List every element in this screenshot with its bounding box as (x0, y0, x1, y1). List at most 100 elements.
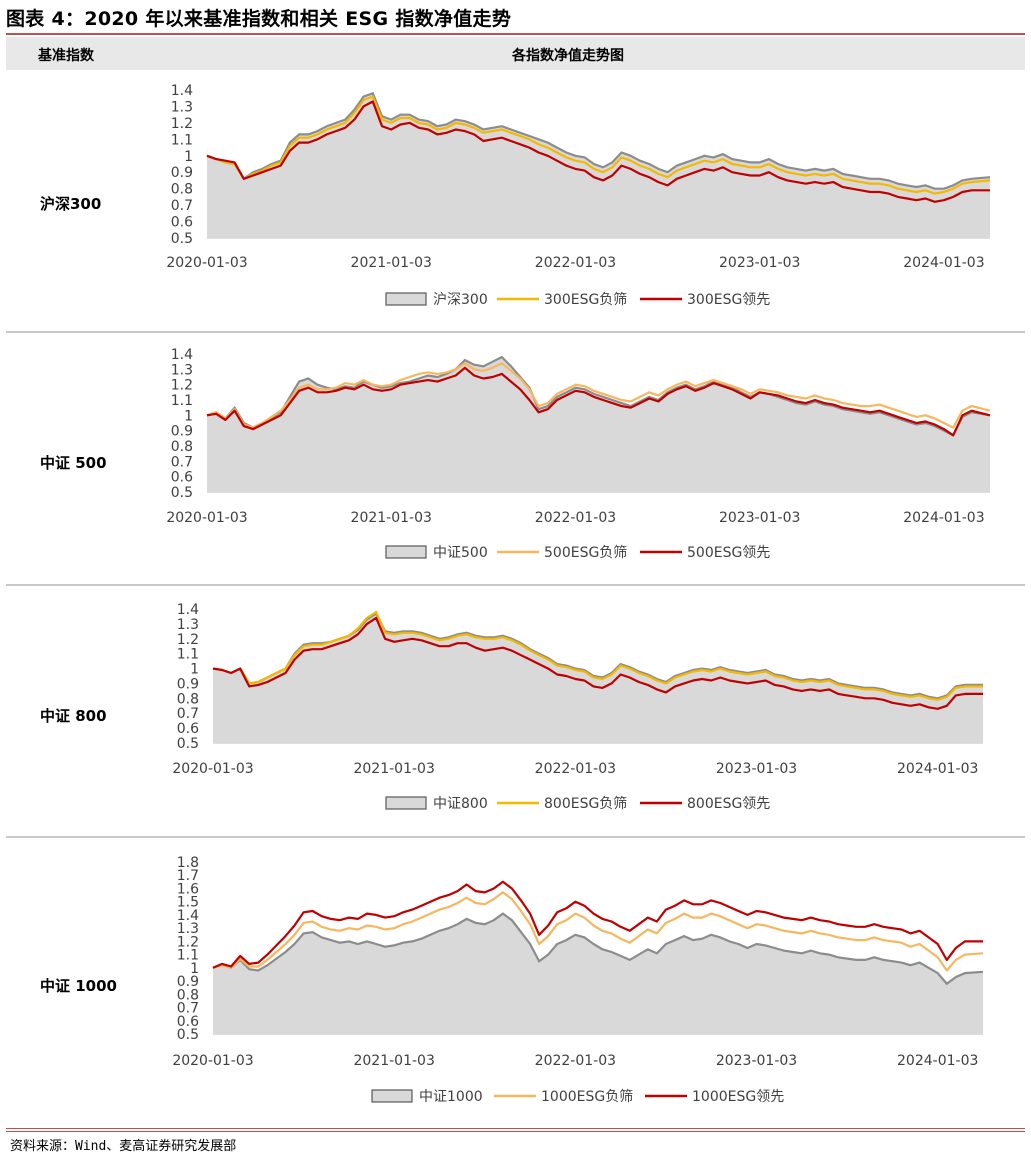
series-line-2 (212, 616, 983, 710)
y-tick-label: 0.8 (171, 182, 193, 198)
series-line-1 (212, 610, 983, 701)
legend-entry: 300ESG领先 (640, 292, 770, 308)
y-tick-label: 0.6 (171, 215, 193, 231)
y-tick-label: 1.2 (171, 116, 193, 132)
legend-swatch-area (385, 796, 427, 810)
y-tick-label: 1.2 (177, 632, 199, 648)
legend-entry: 800ESG负筛 (497, 796, 627, 812)
table-header: 基准指数 各指数净值走势图 (6, 37, 1025, 70)
series-area-outline-0 (206, 91, 991, 190)
row-separator (6, 584, 1025, 586)
y-tick-label: 1.3 (171, 99, 193, 115)
legend-entry: 500ESG领先 (640, 545, 770, 561)
y-tick-label: 1.8 (177, 855, 199, 871)
legend-entry: 中证1000 (371, 1089, 483, 1105)
y-tick-label: 1.4 (177, 602, 199, 618)
legend-label: 800ESG负筛 (544, 796, 627, 812)
row-separator (6, 331, 1025, 333)
y-tick-label: 0.7 (171, 198, 193, 214)
y-tick-label: 1 (190, 662, 199, 678)
y-tick-label: 1.1 (177, 647, 199, 663)
x-tick-label: 2023-01-03 (716, 761, 797, 777)
legend-label: 300ESG负筛 (544, 292, 627, 308)
series-area-outline-0 (206, 355, 991, 437)
y-tick-label: 0.8 (177, 691, 199, 707)
series-line-2 (212, 880, 983, 969)
y-tick-label: 0.5 (177, 736, 199, 752)
legend-label: 1000ESG负筛 (541, 1089, 633, 1105)
bottom-rule (6, 1131, 1025, 1132)
x-tick-label: 2020-01-03 (172, 761, 253, 777)
y-tick-label: 1 (184, 408, 193, 424)
title-rule (6, 33, 1025, 35)
y-tick-label: 0.7 (177, 1001, 199, 1017)
x-tick-label: 2024-01-03 (897, 1053, 978, 1069)
y-tick-label: 1 (184, 149, 193, 165)
y-tick-label: 1.7 (177, 868, 199, 884)
y-tick-label: 1.4 (177, 908, 199, 924)
y-tick-label: 1.6 (177, 881, 199, 897)
legend-entry: 中证800 (385, 796, 488, 812)
y-tick-label: 0.5 (171, 231, 193, 247)
source-note: 资料来源：Wind、麦高证券研究发展部 (10, 1139, 237, 1154)
x-tick-label: 2024-01-03 (903, 255, 984, 271)
y-tick-label: 0.6 (171, 470, 193, 486)
series-line-1 (206, 362, 991, 429)
y-tick-label: 1.1 (171, 393, 193, 409)
y-tick-label: 0.5 (171, 485, 193, 501)
series-line-1 (206, 95, 991, 195)
y-tick-label: 0.6 (177, 721, 199, 737)
y-tick-label: 1.4 (171, 83, 193, 99)
legend-entry: 500ESG负筛 (497, 545, 627, 561)
y-tick-label: 1.3 (177, 617, 199, 633)
y-tick-label: 0.7 (171, 454, 193, 470)
x-tick-label: 2020-01-03 (166, 510, 247, 526)
x-tick-label: 2021-01-03 (351, 510, 432, 526)
legend-label: 中证500 (433, 545, 488, 561)
x-tick-label: 2023-01-03 (716, 1053, 797, 1069)
chart-zz800: 0.50.60.70.80.911.11.21.31.4 2020-01-03 20… (172, 602, 983, 812)
x-tick-label: 2022-01-03 (535, 510, 616, 526)
x-tick-label: 2022-01-03 (535, 1053, 616, 1069)
y-tick-label: 0.9 (177, 676, 199, 692)
row-label-zz800: 中证 800 (40, 707, 107, 725)
x-tick-label: 2020-01-03 (172, 1053, 253, 1069)
legend-label: 中证800 (433, 796, 488, 812)
y-tick-label: 1.2 (177, 934, 199, 950)
legend-entry: 沪深300 (385, 292, 488, 308)
y-tick-label: 1.1 (171, 132, 193, 148)
x-tick-label: 2021-01-03 (353, 1053, 434, 1069)
legend-swatch-area (385, 292, 427, 306)
series-area-0 (213, 913, 983, 1034)
series-line-2 (206, 366, 991, 437)
y-tick-label: 1.1 (177, 948, 199, 964)
series-area-0 (207, 357, 990, 492)
legend-entry: 1000ESG领先 (645, 1089, 784, 1105)
y-tick-label: 1.5 (177, 895, 199, 911)
series-line-2 (206, 100, 990, 203)
row-separator (6, 836, 1025, 838)
y-tick-label: 0.8 (177, 987, 199, 1003)
x-tick-label: 2022-01-03 (535, 255, 616, 271)
y-tick-label: 1 (190, 961, 199, 977)
x-tick-label: 2022-01-03 (535, 761, 616, 777)
legend-label: 中证1000 (419, 1089, 483, 1105)
y-tick-label: 0.9 (177, 974, 199, 990)
legend-entry: 800ESG领先 (640, 796, 770, 812)
row-label-zz500: 中证 500 (40, 454, 107, 472)
y-tick-label: 1.3 (177, 921, 199, 937)
header-chart: 各指数净值走势图 (512, 48, 624, 64)
figure-title: 图表 4：2020 年以来基准指数和相关 ESG 指数净值走势 (6, 8, 512, 30)
legend-entry: 1000ESG负筛 (494, 1089, 633, 1105)
legend-swatch-area (371, 1089, 413, 1103)
y-tick-label: 0.9 (171, 424, 193, 440)
legend-entry: 中证500 (385, 545, 488, 561)
bottom-rule (6, 1128, 1025, 1129)
legend-swatch-area (385, 545, 427, 559)
y-tick-label: 0.9 (171, 165, 193, 181)
chart-hs300: 0.50.60.70.80.911.11.21.31.4 2020-01-03 20… (166, 83, 991, 308)
x-tick-label: 2020-01-03 (166, 255, 247, 271)
x-tick-label: 2023-01-03 (719, 255, 800, 271)
x-tick-label: 2024-01-03 (897, 761, 978, 777)
chart-zz1000: 0.50.60.70.80.911.11.21.31.41.51.61.71.8… (172, 855, 984, 1105)
